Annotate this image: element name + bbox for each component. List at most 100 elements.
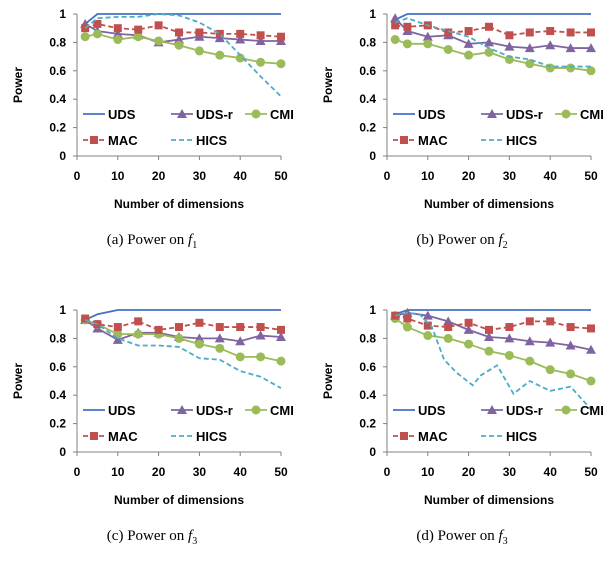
series-cmi-point [80, 32, 90, 42]
x-tick-label: 0 [384, 465, 391, 479]
series-cmi-point [484, 346, 494, 356]
series-cmi-point [423, 39, 433, 49]
series-mac-point [525, 317, 534, 326]
series-mac-point [134, 25, 143, 34]
y-tick-label: 0.4 [49, 388, 66, 402]
legend-item-cmi: CMI [555, 403, 604, 418]
caption-b-text: (b) Power on [416, 232, 499, 248]
legend-cmi-label: CMI [270, 403, 294, 418]
series-mac-point [403, 22, 412, 31]
series-cmi-point [276, 356, 286, 366]
series-mac-point [587, 28, 595, 37]
legend-mac-marker [400, 432, 408, 440]
caption-b: (b) Power on f2 [312, 232, 612, 251]
series-cmi [80, 315, 286, 366]
y-tick-label: 0.8 [49, 331, 66, 345]
series-cmi-point [402, 322, 412, 332]
series-hics-line [394, 311, 592, 411]
series-uds [84, 309, 281, 321]
series-mac-point [93, 19, 102, 28]
series-cmi-point [194, 46, 204, 56]
y-tick-label: 0.6 [49, 360, 66, 374]
y-tick-label: 0 [369, 149, 376, 163]
series-mac-point [195, 28, 204, 37]
series-mac-point [154, 325, 163, 334]
legend-uds-label: UDS [108, 403, 136, 418]
legend-item-uds-r: UDS-r [171, 403, 233, 418]
y-tick-label: 0.4 [359, 388, 376, 402]
series-cmi-point [215, 50, 225, 60]
x-tick-label: 30 [503, 465, 517, 479]
series-mac-point [566, 323, 575, 332]
series-cmi-point [154, 36, 164, 46]
series-mac-point [215, 323, 224, 332]
x-tick-label: 20 [152, 169, 166, 183]
series-cmi-point [276, 59, 286, 69]
series-uds-r-point [463, 38, 474, 48]
series-uds-r-point [276, 331, 286, 341]
series-cmi-point [586, 66, 596, 76]
x-tick-label: 50 [274, 169, 288, 183]
series-hics-line [394, 17, 591, 68]
caption-a-var: f [188, 232, 193, 248]
y-tick-label: 0 [59, 149, 66, 163]
x-tick-label: 50 [584, 465, 598, 479]
series-cmi-point [113, 35, 123, 45]
caption-a-sub: 1 [192, 240, 198, 251]
legend-cmi-marker [251, 109, 261, 119]
series-mac-point [277, 325, 285, 334]
legend-uds-label: UDS [418, 107, 446, 122]
y-axis-label: Power [11, 363, 25, 399]
legend-mac-label: MAC [418, 429, 448, 444]
x-tick-label: 30 [193, 169, 207, 183]
legend-uds-r-marker [177, 109, 187, 118]
legend-mac-marker [90, 432, 98, 440]
series-mac-point [256, 323, 265, 332]
series-uds-line [394, 13, 591, 21]
legend-hics-label: HICS [506, 133, 537, 148]
y-tick-label: 1 [59, 7, 66, 21]
series-hics [394, 311, 592, 411]
caption-d-sub: 3 [502, 536, 508, 547]
series-cmi-point [566, 63, 576, 73]
series-mac-point [464, 27, 473, 36]
series-cmi-point [133, 329, 143, 339]
legend-item-uds: UDS [393, 107, 446, 122]
y-tick-label: 0.2 [359, 121, 376, 135]
series-cmi-point [174, 333, 184, 343]
series-cmi-point [235, 352, 245, 362]
legend-item-hics: HICS [171, 133, 227, 148]
series-mac-point [566, 28, 575, 37]
legend-uds-r-label: UDS-r [196, 403, 233, 418]
legend-uds-r-marker [487, 405, 497, 414]
legend-hics-label: HICS [196, 133, 227, 148]
legend-item-mac: MAC [83, 429, 138, 444]
legend-mac-marker [400, 136, 408, 144]
series-hics [84, 319, 282, 389]
series-mac-point [175, 323, 183, 332]
series-cmi-point [256, 352, 266, 362]
series-cmi-point [390, 35, 400, 45]
x-tick-label: 50 [584, 169, 598, 183]
x-tick-label: 40 [234, 169, 248, 183]
y-tick-label: 0 [369, 445, 376, 459]
legend-item-hics: HICS [171, 429, 227, 444]
series-cmi-point [464, 50, 474, 60]
series-mac-point [81, 314, 90, 323]
caption-a: (a) Power on f1 [2, 232, 302, 251]
legend-cmi-marker [561, 109, 571, 119]
x-tick-label: 10 [421, 465, 435, 479]
series-mac-point [587, 324, 595, 333]
y-tick-label: 0 [59, 445, 66, 459]
series-cmi-point [215, 343, 225, 353]
legend-item-uds: UDS [393, 403, 446, 418]
legend-mac-marker [90, 136, 98, 144]
legend-item-uds: UDS [83, 107, 136, 122]
series-mac-point [464, 318, 473, 327]
x-tick-label: 40 [544, 465, 558, 479]
legend-item-mac: MAC [393, 133, 448, 148]
series-mac-point [195, 318, 204, 327]
x-tick-label: 20 [462, 465, 476, 479]
y-tick-label: 0.2 [359, 417, 376, 431]
